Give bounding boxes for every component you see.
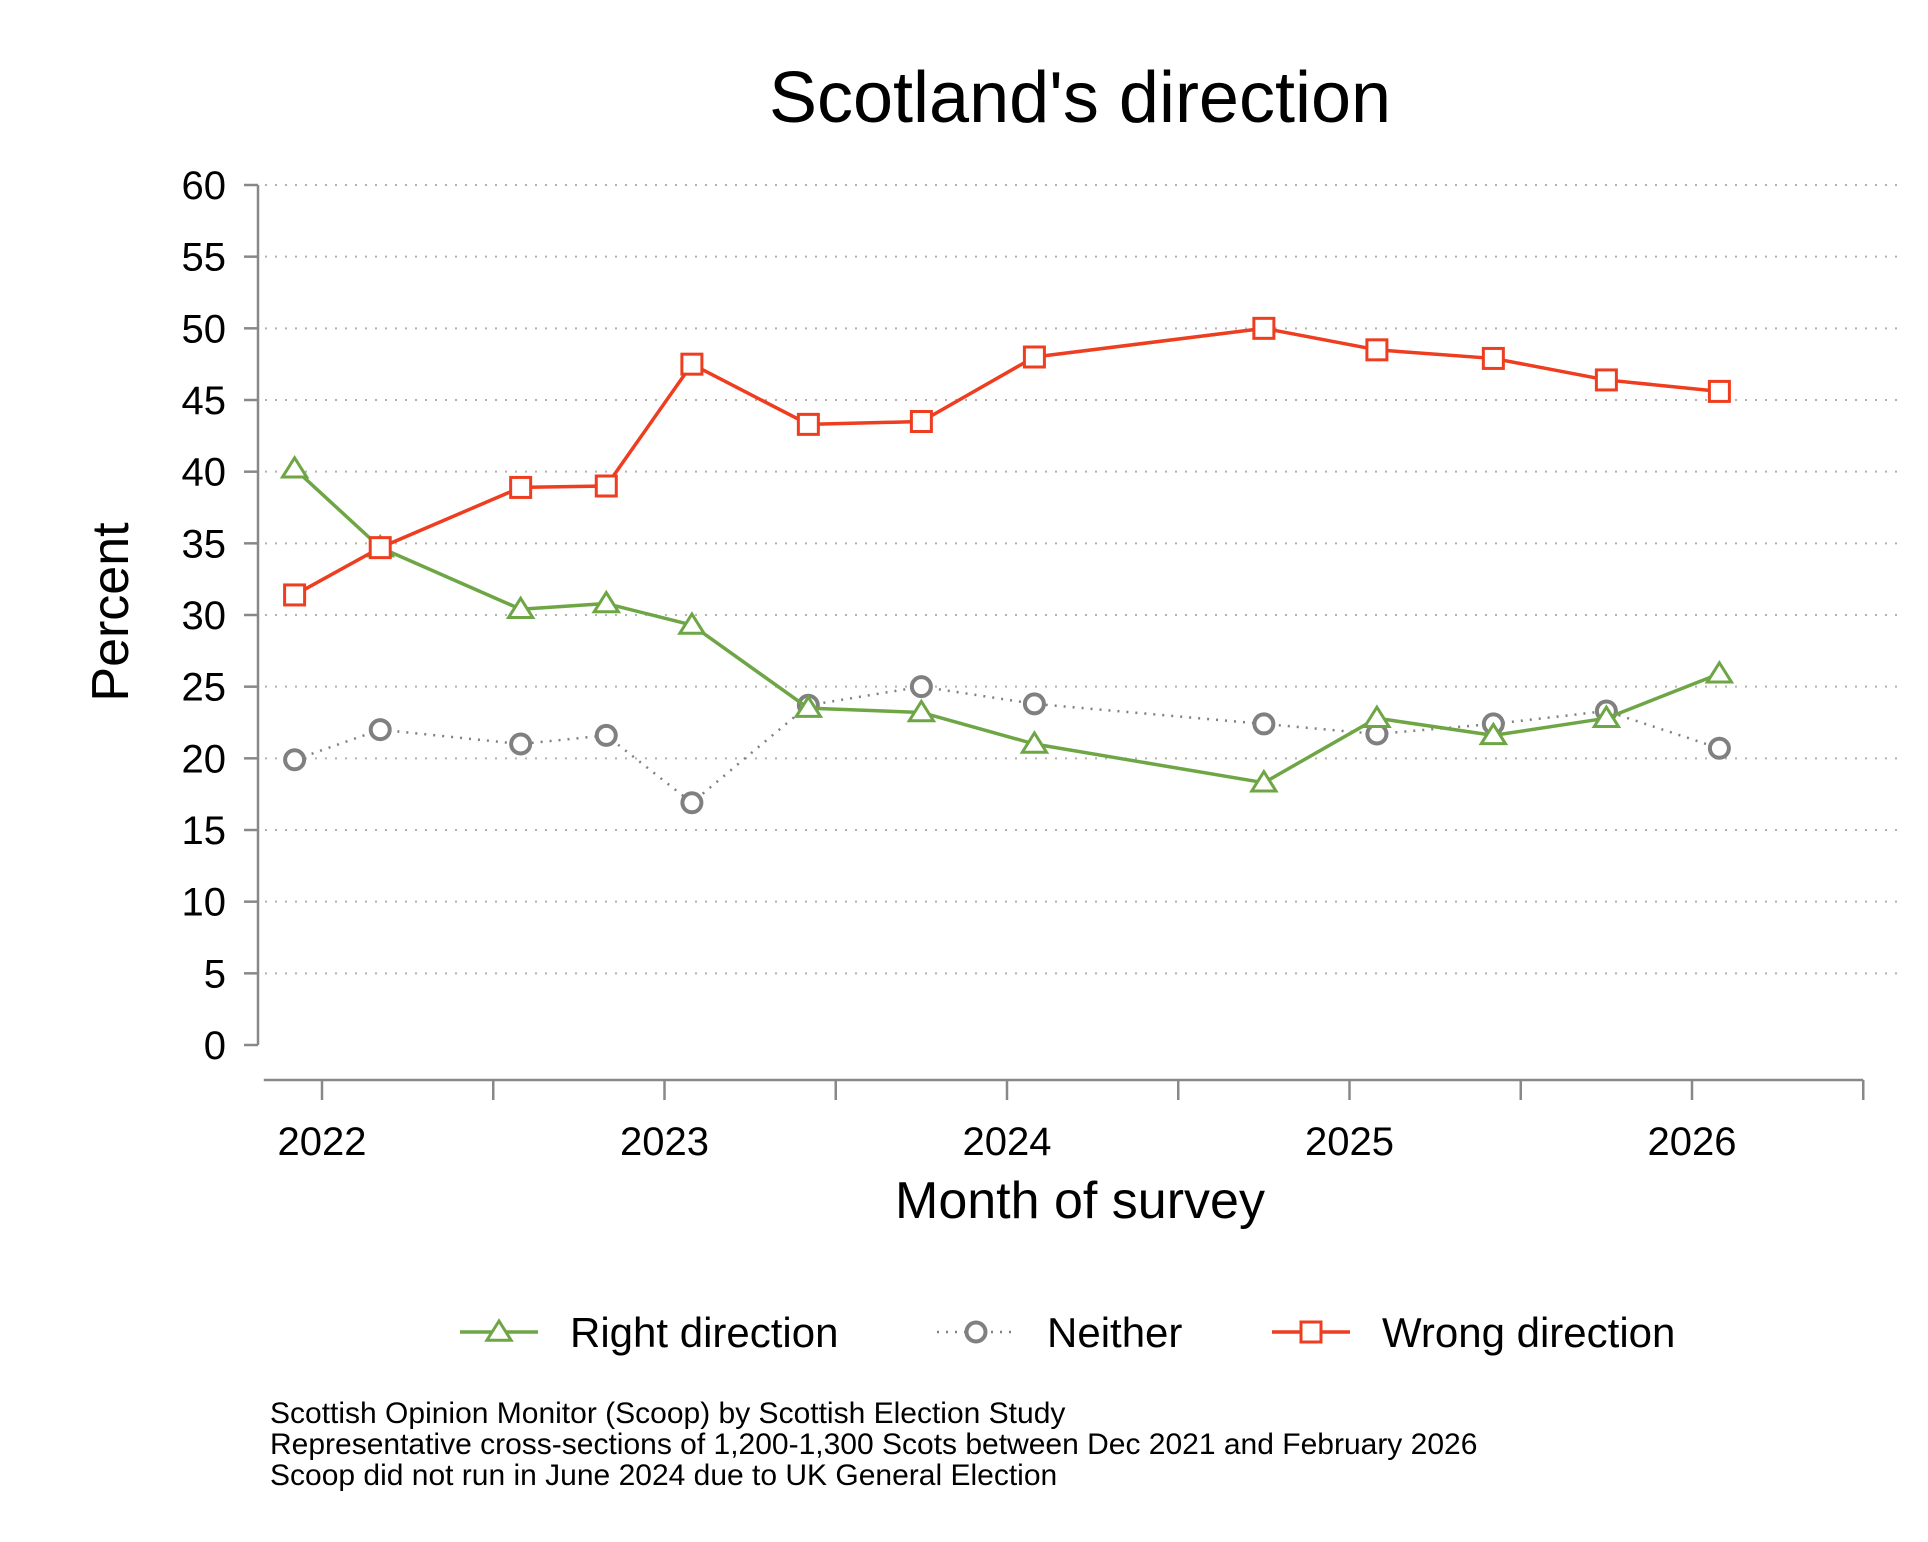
legend-label-right-direction: Right direction [570, 1309, 838, 1356]
series-wrong-direction [283, 316, 1731, 607]
y-tick-label-15: 15 [182, 809, 227, 853]
point-wrong-direction-6 [909, 410, 933, 433]
legend: Right direction Neither Wrong direction [460, 1309, 1675, 1356]
series-right-direction [279, 454, 1735, 793]
point-neither-6 [909, 675, 933, 699]
point-right-direction-7 [1019, 730, 1050, 754]
x-tick-label-2025: 2025 [1305, 1120, 1394, 1164]
point-wrong-direction-4 [680, 352, 704, 376]
y-axis: 0 5 10 15 20 25 30 35 40 45 50 55 60 [182, 164, 260, 1068]
point-wrong-direction-3 [594, 474, 618, 498]
point-neither-1 [368, 718, 392, 742]
point-neither-12 [1707, 736, 1731, 760]
point-right-direction-4 [677, 611, 707, 635]
x-tick-label-2024: 2024 [963, 1120, 1052, 1164]
point-right-direction-3 [591, 589, 622, 614]
y-tick-label-10: 10 [182, 881, 227, 925]
point-right-direction-0 [279, 454, 310, 479]
footer-notes: Scottish Opinion Monitor (Scoop) by Scot… [270, 1397, 1477, 1492]
legend-label-neither: Neither [1047, 1309, 1182, 1356]
y-tick-label-40: 40 [182, 451, 227, 495]
point-neither-4 [680, 791, 704, 815]
y-tick-label-25: 25 [182, 666, 227, 710]
x-axis-title: Month of survey [895, 1172, 1265, 1230]
point-right-direction-8 [1249, 768, 1279, 793]
footer-line-3: Scoop did not run in June 2024 due to UK… [270, 1459, 1057, 1492]
legend-label-wrong-direction: Wrong direction [1382, 1309, 1675, 1356]
point-right-direction-5 [793, 694, 824, 718]
series-neither [283, 675, 1731, 815]
point-wrong-direction-10 [1481, 346, 1505, 370]
y-tick-label-60: 60 [182, 164, 227, 208]
point-wrong-direction-8 [1252, 316, 1276, 340]
y-tick-label-5: 5 [204, 952, 226, 996]
footer-line-1: Scottish Opinion Monitor (Scoop) by Scot… [270, 1397, 1065, 1430]
series-line-wrong-direction [293, 326, 1720, 597]
x-axis: 2022 2023 2024 2025 2026 [263, 1078, 1865, 1164]
point-wrong-direction-2 [509, 475, 533, 499]
series-line-right-direction [293, 467, 1721, 785]
x-tick-label-2026: 2026 [1648, 1120, 1737, 1164]
point-right-direction-12 [1704, 659, 1735, 684]
point-wrong-direction-7 [1022, 345, 1046, 369]
legend-marker-right-direction [484, 1318, 514, 1342]
point-wrong-direction-1 [368, 536, 392, 560]
legend-item-wrong-direction: Wrong direction [1272, 1309, 1675, 1356]
legend-item-neither: Neither [937, 1309, 1182, 1356]
legend-marker-wrong-direction [1299, 1320, 1323, 1344]
point-right-direction-2 [505, 595, 536, 620]
point-neither-7 [1022, 692, 1046, 716]
y-tick-label-0: 0 [204, 1024, 226, 1068]
x-tick-label-2023: 2023 [620, 1120, 709, 1164]
point-right-direction-9 [1362, 704, 1392, 728]
point-neither-2 [509, 732, 533, 756]
footer-line-2: Representative cross-sections of 1,200-1… [270, 1428, 1477, 1461]
y-tick-label-20: 20 [182, 737, 227, 781]
point-neither-8 [1252, 712, 1276, 736]
series-layer [279, 316, 1735, 815]
gridlines [265, 184, 1903, 975]
y-tick-label-50: 50 [182, 307, 227, 351]
point-right-direction-11 [1591, 704, 1622, 728]
legend-marker-neither [964, 1320, 988, 1344]
y-tick-label-35: 35 [182, 522, 227, 566]
y-tick-label-55: 55 [182, 236, 227, 280]
point-wrong-direction-12 [1707, 379, 1731, 403]
point-wrong-direction-0 [283, 583, 307, 607]
y-tick-label-45: 45 [182, 379, 227, 423]
point-neither-0 [283, 748, 307, 772]
x-tick-label-2022: 2022 [278, 1120, 367, 1164]
point-right-direction-10 [1478, 721, 1509, 746]
y-tick-label-30: 30 [182, 594, 227, 638]
chart-title: Scotland's direction [769, 58, 1391, 138]
point-wrong-direction-5 [796, 412, 820, 436]
point-right-direction-6 [906, 698, 937, 723]
point-wrong-direction-9 [1365, 338, 1389, 362]
legend-item-right-direction: Right direction [460, 1309, 838, 1356]
point-neither-3 [594, 723, 618, 747]
y-axis-title: Percent [82, 522, 140, 702]
point-wrong-direction-11 [1594, 368, 1618, 392]
